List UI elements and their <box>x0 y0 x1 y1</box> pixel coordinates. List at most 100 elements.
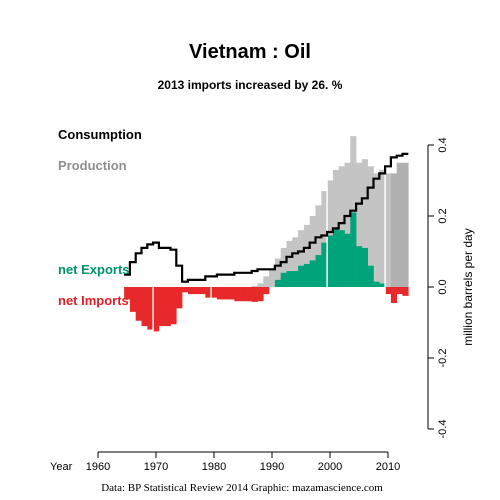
net-imports-bar-1982 <box>222 287 229 300</box>
production-bar-2006 <box>361 159 368 287</box>
production-bar-1998 <box>315 205 322 287</box>
net-imports-bar-1989 <box>263 287 270 295</box>
net-imports-bar-1974 <box>176 287 183 309</box>
net-imports-bar-1988 <box>257 287 264 302</box>
y-tick-label-4: 0.4 <box>437 137 449 152</box>
production-bar-1988 <box>257 283 264 287</box>
production-bar-1994 <box>292 237 299 287</box>
net-imports-bar-2012 <box>396 287 403 295</box>
net-exports-bar-1998 <box>315 255 322 287</box>
net-exports-bar-1996 <box>303 263 310 287</box>
production-bar-2008 <box>373 173 380 287</box>
net-imports-bar-1970 <box>153 287 160 332</box>
production-bar-1990 <box>269 269 276 287</box>
production-bar-1997 <box>309 216 316 287</box>
net-imports-bar-1971 <box>158 287 165 327</box>
net-imports-bar-1969 <box>147 287 154 330</box>
net-imports-bar-1968 <box>141 287 148 327</box>
net-imports-bar-1966 <box>129 287 136 312</box>
net-imports-bar-1984 <box>234 287 241 302</box>
net-imports-bar-1987 <box>251 287 258 302</box>
net-imports-bar-1981 <box>216 287 223 300</box>
net-imports-bar-2010 <box>385 287 392 295</box>
production-bar-1993 <box>286 240 293 287</box>
production-bar-2000 <box>327 180 334 287</box>
net-exports-bar-2001 <box>332 228 339 287</box>
production-bar-2011 <box>390 173 397 287</box>
production-bar-1999 <box>321 191 328 287</box>
net-exports-bar-2003 <box>344 233 351 287</box>
y-axis: -0.4 -0.2 0.0 0.2 0.4 <box>427 137 449 439</box>
net-exports-bar-2007 <box>367 265 374 287</box>
x-axis: 1960 1970 1980 1990 2000 2010 <box>86 451 400 473</box>
net-exports-bar-1991 <box>274 279 281 287</box>
legend-production: Production <box>58 158 127 173</box>
net-exports-bar-2008 <box>373 281 380 287</box>
legend-net-imports: net Imports <box>58 293 129 308</box>
x-tick-label-1980: 1980 <box>202 461 226 473</box>
net-exports-bar-1992 <box>280 272 287 287</box>
production-bar-2010 <box>385 173 392 287</box>
x-tick-label-1990: 1990 <box>260 461 284 473</box>
production-bar-1987 <box>251 285 258 287</box>
y-tick-label-1: -0.2 <box>437 349 449 368</box>
net-imports-bar-1973 <box>170 287 177 325</box>
net-exports-bar-1994 <box>292 271 299 287</box>
net-exports-bar-1999 <box>321 242 328 287</box>
net-imports-bar-1975 <box>182 287 189 293</box>
net-imports-bar-1983 <box>228 287 235 300</box>
net-imports-bar-1972 <box>164 287 171 327</box>
x-tick-label-1970: 1970 <box>144 461 168 473</box>
net-imports-bar-1979 <box>205 287 212 298</box>
chart-title: Vietnam : Oil <box>189 41 311 63</box>
net-imports-bar-1985 <box>240 287 247 302</box>
production-bar-2012 <box>396 162 403 287</box>
x-tick-label-1960: 1960 <box>86 461 110 473</box>
legend-consumption: Consumption <box>58 127 142 142</box>
net-exports-bar-1993 <box>286 271 293 287</box>
net-exports-bar-2000 <box>327 235 334 287</box>
production-bar-2007 <box>367 166 374 287</box>
production-bar-1992 <box>280 247 287 287</box>
production-bar-1989 <box>263 276 270 287</box>
net-exports-bar-1997 <box>309 260 316 287</box>
production-bars <box>251 136 409 287</box>
y-axis-label: million barrels per day <box>461 228 475 345</box>
net-exports-bar-2005 <box>356 246 363 287</box>
net-exports-bars <box>274 212 386 287</box>
x-tick-label-2010: 2010 <box>376 461 400 473</box>
production-bar-2003 <box>344 162 351 287</box>
production-bar-2013 <box>402 162 409 287</box>
y-tick-label-2: 0.0 <box>437 279 449 294</box>
net-imports-bar-2013 <box>402 287 409 296</box>
x-axis-label: Year <box>50 461 73 473</box>
consumption-line <box>124 152 409 283</box>
production-bar-1991 <box>274 258 281 287</box>
net-imports-bar-2011 <box>390 287 397 303</box>
y-tick-label-3: 0.2 <box>437 208 449 223</box>
net-imports-bars <box>124 287 409 332</box>
net-imports-bar-1978 <box>199 287 206 295</box>
chart-subtitle: 2013 imports increased by 26. % <box>158 78 343 92</box>
x-tick-label-2000: 2000 <box>318 461 342 473</box>
net-imports-bar-1976 <box>187 287 194 295</box>
net-imports-bar-1980 <box>211 287 218 298</box>
net-imports-bar-1977 <box>193 287 200 295</box>
legend-net-exports: net Exports <box>58 262 130 277</box>
y-tick-label-0: -0.4 <box>437 420 449 439</box>
net-exports-bar-1995 <box>298 265 305 287</box>
net-imports-bar-1986 <box>245 287 252 302</box>
production-bar-1995 <box>298 230 305 287</box>
net-imports-bar-1967 <box>135 287 142 321</box>
production-bar-1996 <box>303 224 310 287</box>
production-bar-2009 <box>379 169 386 287</box>
production-bar-2005 <box>356 162 363 287</box>
credit-line: Data: BP Statistical Review 2014 Graphic… <box>101 482 383 494</box>
net-exports-bar-2009 <box>379 283 386 287</box>
production-bar-2002 <box>338 166 345 287</box>
net-exports-bar-2006 <box>361 247 368 287</box>
net-imports-bar-1965 <box>124 287 131 300</box>
net-exports-bar-2004 <box>350 212 357 287</box>
net-exports-bar-2002 <box>338 230 345 287</box>
